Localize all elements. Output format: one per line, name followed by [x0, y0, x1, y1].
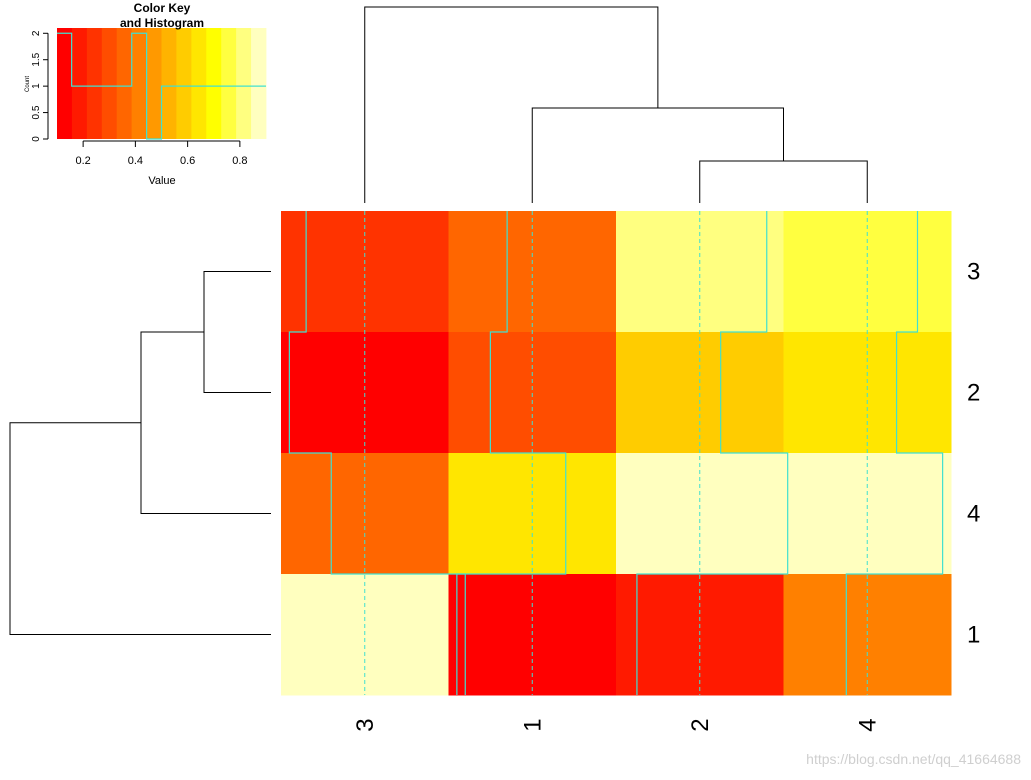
color-key-y-tick-label: 0.5 — [31, 105, 42, 119]
color-key-swatch — [206, 28, 222, 139]
heatmap-cell — [448, 211, 617, 333]
color-key-swatch — [251, 28, 267, 139]
row-label: 3 — [967, 259, 980, 286]
color-key-y-tick-label: 1 — [31, 83, 42, 89]
heatmap-cell — [783, 211, 952, 333]
row-label: 4 — [967, 501, 980, 528]
heatmap-cell — [616, 211, 784, 333]
color-key-swatch — [131, 28, 147, 139]
watermark-text: https://blog.csdn.net/qq_41664688 — [806, 751, 1021, 767]
color-key-x-tick-label: 0.8 — [232, 155, 247, 167]
column-label: 3 — [352, 718, 379, 731]
color-key-swatch — [146, 28, 162, 139]
color-key-ylabel: Count — [25, 76, 31, 92]
trace-line — [456, 211, 567, 695]
color-key-swatch — [221, 28, 237, 139]
color-key-swatch — [236, 28, 252, 139]
column-label: 2 — [687, 718, 714, 731]
color-key-swatch — [57, 28, 73, 139]
trace-line — [845, 211, 944, 695]
color-key-y-tick-label: 1.5 — [31, 52, 42, 66]
color-key-xlabel: Value — [148, 175, 175, 187]
row-dendrogram-branch — [140, 331, 271, 514]
color-key-swatch — [176, 28, 192, 139]
color-key-y-tick-label: 0 — [31, 136, 42, 142]
column-dendrogram-branch — [364, 6, 659, 203]
trace-line — [288, 211, 466, 695]
color-key-title: Color Key — [134, 1, 191, 15]
color-key-swatch — [191, 28, 207, 139]
row-dendrogram-branch — [203, 271, 271, 393]
column-label: 4 — [854, 718, 881, 731]
color-key-x-tick-label: 0.2 — [75, 155, 90, 167]
color-key-subtitle: and Histogram — [120, 16, 204, 30]
color-key-swatch — [86, 28, 103, 139]
color-key-swatch — [116, 28, 133, 139]
color-key-y-tick-label: 2 — [31, 30, 42, 36]
row-label: 2 — [967, 380, 980, 407]
row-dendrogram-branch — [9, 422, 271, 635]
row-label: 1 — [967, 622, 980, 649]
column-label: 1 — [519, 718, 546, 731]
color-key-histogram — [57, 32, 266, 140]
column-dendrogram-branch — [531, 107, 784, 203]
color-key-x-tick-label: 0.6 — [180, 155, 195, 167]
color-key-x-tick-label: 0.4 — [128, 155, 143, 167]
trace-line — [636, 211, 789, 695]
color-key-swatch — [71, 28, 88, 139]
column-dendrogram-branch — [699, 160, 868, 203]
color-key-swatch — [101, 28, 118, 139]
color-key-swatch — [161, 28, 177, 139]
